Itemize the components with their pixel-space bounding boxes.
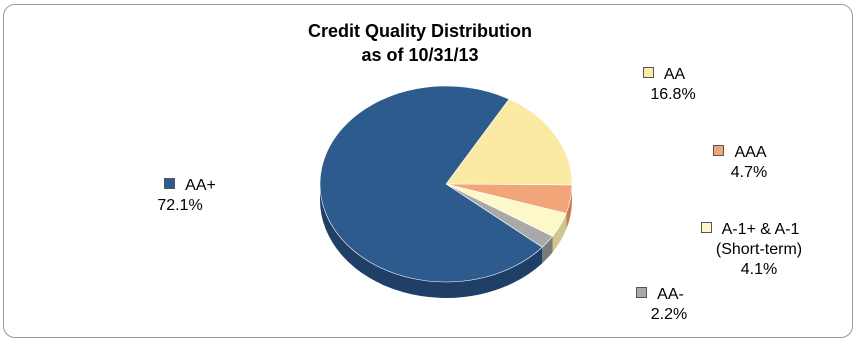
legend-swatch-aaa xyxy=(713,145,725,156)
pie-side-aaa xyxy=(566,184,572,230)
pie-side-aa xyxy=(320,184,543,298)
legend-swatch-aa xyxy=(642,67,654,78)
legend-item-aaa: AAA 4.7% xyxy=(680,143,800,183)
legend-name-short-term-line2: (Short-term) xyxy=(715,241,803,258)
legend-value-aaa: 4.7% xyxy=(730,164,768,181)
legend-swatch-aa-minus xyxy=(636,287,648,298)
pie-slice-aa xyxy=(445,98,573,186)
legend-name-aa-minus: AA- xyxy=(657,286,684,303)
legend-value-short-term: 4.1% xyxy=(740,261,778,278)
legend-name-aa-plus: AA+ xyxy=(185,177,216,194)
legend-item-aa-minus: AA- 2.2% xyxy=(610,285,710,325)
legend-swatch-short-term xyxy=(700,222,712,233)
chart-subtitle: as of 10/31/13 xyxy=(361,45,479,65)
legend-name-short-term-line1: A-1+ & A-1 xyxy=(721,221,800,238)
pie-side-a-1-a-1-short-term xyxy=(552,213,567,253)
legend-item-aa-plus: AA+ 72.1% xyxy=(130,176,250,216)
legend-item-aa: AA 16.8% xyxy=(604,65,724,105)
legend-value-aa-plus: 72.1% xyxy=(157,197,203,214)
chart-title: Credit Quality Distribution xyxy=(307,21,532,41)
legend-name-aa: AA xyxy=(663,66,686,83)
legend-name-aaa: AAA xyxy=(734,144,767,161)
pie-side-aa xyxy=(542,236,553,264)
legend-item-short-term: A-1+ & A-1 (Short-term) 4.1% xyxy=(680,220,820,280)
legend-swatch-aa-plus xyxy=(164,178,176,189)
pie-slice-aa xyxy=(319,85,543,283)
legend-value-aa: 16.8% xyxy=(650,86,696,103)
legend-value-aa-minus: 2.2% xyxy=(650,306,688,323)
